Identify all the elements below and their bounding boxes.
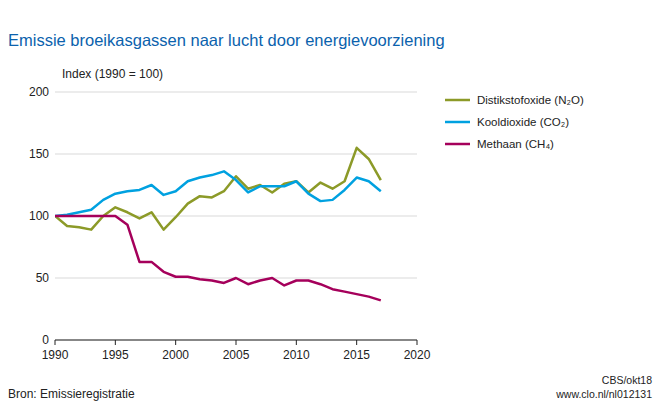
y-tick-label: 200: [29, 85, 49, 99]
x-tick: [417, 340, 418, 345]
x-tick: [55, 340, 56, 345]
x-tick: [175, 340, 176, 345]
plot-area: [55, 148, 381, 301]
legend-swatch: [445, 99, 470, 102]
x-tick: [115, 340, 116, 345]
y-tick-label: 50: [36, 271, 50, 285]
x-tick-label: 2005: [223, 348, 250, 362]
x-tick: [356, 340, 357, 345]
x-tick-label: 2010: [283, 348, 310, 362]
x-tick-label: 2000: [162, 348, 189, 362]
source: Bron: Emissieregistratie: [8, 387, 135, 401]
title: Emissie broeikasgassen naar lucht door e…: [8, 31, 445, 49]
legend-label: Kooldioxide (CO₂): [477, 116, 569, 128]
x-tick: [236, 340, 237, 345]
x-tick-label: 2020: [404, 348, 431, 362]
credit: CBS/okt18: [602, 374, 652, 386]
x-tick-label: 2015: [343, 348, 370, 362]
y-tick-label: 100: [29, 209, 49, 223]
legend-label: Methaan (CH₄): [477, 138, 554, 150]
x-tick-label: 1995: [102, 348, 129, 362]
credit: www.clo.nl/nl012131: [555, 388, 652, 400]
series-line: [55, 216, 381, 300]
y-axis-label: Index (1990 = 100): [62, 67, 163, 81]
grid-line: [55, 92, 417, 93]
x-tick: [296, 340, 297, 345]
series-line: [55, 171, 381, 216]
chart: Emissie broeikasgassen naar lucht door e…: [0, 0, 660, 407]
legend-label: Distikstofoxide (N₂O): [477, 94, 584, 106]
y-tick-label: 0: [42, 333, 49, 347]
x-tick-label: 1990: [42, 348, 69, 362]
y-tick-label: 150: [29, 147, 49, 161]
legend-swatch: [445, 143, 470, 146]
series-line: [55, 148, 381, 230]
legend-swatch: [445, 121, 470, 124]
